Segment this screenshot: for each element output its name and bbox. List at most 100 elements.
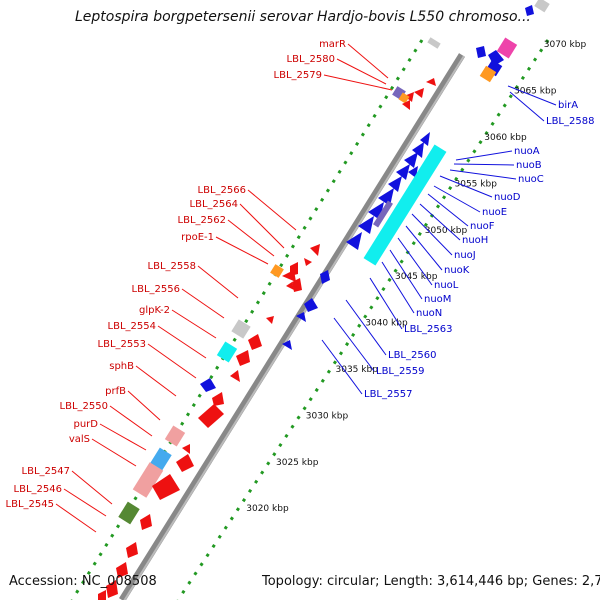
label-leader-line [91,438,137,467]
gene-label[interactable]: nuoF [470,221,495,232]
label-leader-line [449,169,517,180]
feature-block[interactable] [118,501,140,525]
feature-block[interactable] [479,65,497,83]
gene-arrow[interactable] [126,542,138,558]
gene-label[interactable]: LBL_2563 [404,324,452,335]
gene-label[interactable]: LBL_2579 [274,70,322,81]
gene-label[interactable]: LBL_2545 [6,499,54,510]
label-leader-line [127,390,161,421]
label-leader-line [427,193,469,227]
label-leader-line [323,74,393,91]
gene-label[interactable]: LBL_2559 [376,366,424,377]
feature-block[interactable] [132,462,164,498]
gene-arrow[interactable] [310,244,320,256]
gene-label[interactable]: sphB [109,361,134,372]
gene-label[interactable]: nuoL [434,280,459,291]
gene-arrow[interactable] [296,312,306,322]
feature-block[interactable] [270,264,284,278]
gene-label[interactable]: glpK-2 [139,305,170,316]
gene-label[interactable]: nuoH [462,235,488,246]
gene-label[interactable]: LBL_2554 [108,321,156,332]
gene-arrow[interactable] [286,282,294,290]
gene-arrow[interactable] [414,88,424,98]
gene-label[interactable]: LBL_2547 [22,466,70,477]
feature-block[interactable] [398,92,410,104]
gene-arrow[interactable] [212,392,224,406]
gene-label[interactable]: nuoJ [454,250,476,261]
gene-arrow[interactable] [98,590,106,600]
label-leader-line [157,325,207,359]
gene-arrow[interactable] [266,316,274,324]
gene-label[interactable]: LBL_2562 [178,215,226,226]
gene-label[interactable]: LBL_2566 [198,185,246,196]
gene-arrow[interactable] [200,378,216,392]
gene-label[interactable]: valS [69,434,90,445]
gene-label[interactable]: LBL_2556 [132,284,180,295]
gene-arrow[interactable] [106,580,118,598]
gene-label[interactable]: LBL_2558 [148,261,196,272]
scale-label: 3030 kbp [306,411,349,421]
gene-label[interactable]: prfB [105,386,126,397]
gene-label[interactable]: rpoE-1 [181,232,214,243]
gene-label[interactable]: nuoB [516,160,542,171]
gene-label[interactable]: LBL_2557 [364,389,412,400]
feature-block[interactable] [373,200,393,228]
gene-label[interactable]: LBL_2564 [190,199,238,210]
gene-arrow[interactable] [402,100,410,110]
gene-arrow[interactable] [140,514,152,530]
gene-label[interactable]: marR [319,39,346,50]
tick-track-outer [176,39,550,600]
gene-arrow[interactable] [378,188,394,206]
gene-arrow[interactable] [420,132,430,146]
feature-block[interactable] [534,0,550,13]
gene-label[interactable]: LBL_2553 [98,339,146,350]
gene-label[interactable]: nuoD [494,192,521,203]
gene-arrow[interactable] [292,278,302,292]
gene-arrow[interactable] [525,5,534,16]
gene-arrow[interactable] [236,350,250,366]
gene-arrow[interactable] [358,216,374,234]
gene-arrow[interactable] [426,78,436,86]
feature-block[interactable] [496,37,518,59]
gene-label[interactable]: birA [558,100,578,111]
gene-arrow[interactable] [396,164,410,180]
gene-arrow[interactable] [320,270,330,284]
feature-block[interactable] [363,144,447,266]
gene-arrow[interactable] [304,258,312,266]
gene-arrow[interactable] [476,46,486,58]
feature-block[interactable] [150,447,172,471]
gene-label[interactable]: nuoK [444,265,470,276]
gene-arrow[interactable] [282,270,296,282]
gene-arrow[interactable] [388,176,402,192]
gene-arrow[interactable] [346,232,362,250]
gene-label[interactable]: LBL_2546 [14,484,62,495]
gene-label[interactable]: nuoE [482,207,507,218]
feature-block[interactable] [427,37,441,49]
reverse-strand-features [282,0,550,350]
gene-arrow[interactable] [282,340,292,350]
label-leader-line [507,85,557,106]
gene-label[interactable]: purD [74,419,99,430]
gene-label[interactable]: LBL_2560 [388,350,436,361]
gene-label[interactable]: LBL_2588 [546,116,594,127]
gene-arrow[interactable] [152,474,180,500]
gene-arrow[interactable] [230,370,240,382]
feature-block[interactable] [231,319,251,339]
gene-label[interactable]: LBL_2550 [60,401,108,412]
gene-arrow[interactable] [116,562,128,578]
gene-arrow[interactable] [198,404,224,428]
gene-arrow[interactable] [248,334,262,350]
gene-label[interactable]: LBL_2580 [287,54,335,65]
gene-label[interactable]: nuoC [518,174,544,185]
gene-label[interactable]: nuoM [424,294,451,305]
feature-block[interactable] [216,341,238,363]
gene-arrow[interactable] [176,454,194,472]
feature-block[interactable] [164,425,186,447]
gene-arrow[interactable] [304,298,318,312]
gene-label[interactable]: nuoA [514,146,540,157]
gene-arrow[interactable] [412,142,424,158]
gene-arrow[interactable] [404,152,418,168]
gene-label[interactable]: nuoN [416,308,442,319]
gene-arrow[interactable] [182,444,190,454]
topology-summary: Topology: circular; Length: 3,614,446 bp… [262,574,600,589]
